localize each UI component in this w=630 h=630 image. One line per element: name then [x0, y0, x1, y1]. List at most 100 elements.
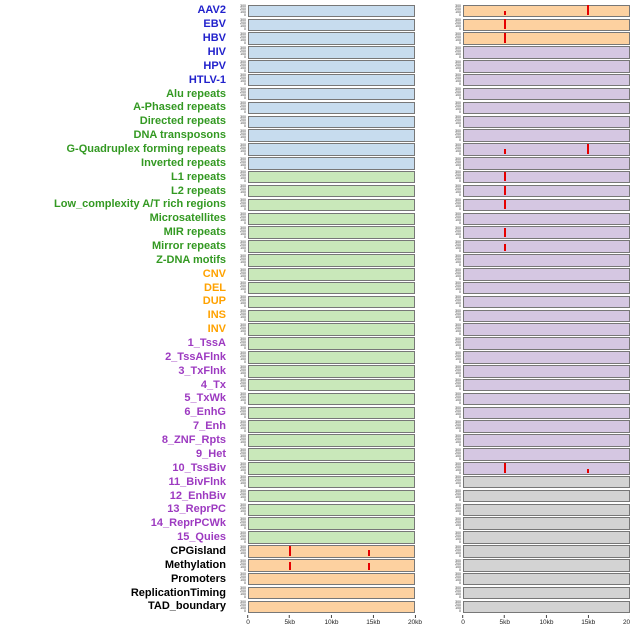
tick-mark-icon: [504, 614, 506, 618]
track-panel-right: [463, 475, 630, 489]
track-label: HBV: [202, 32, 226, 45]
y-axis-tick: 200: [455, 270, 461, 275]
y-axis-tick: 100: [455, 37, 461, 42]
track-panel-right: [463, 531, 630, 544]
y-axis-tick: 200: [240, 145, 246, 150]
y-axis-tick: 0: [459, 498, 461, 503]
y-axis-tick: 100: [240, 231, 246, 236]
track-panel-right: [463, 32, 630, 45]
y-axis-tick: 100: [240, 190, 246, 195]
y-axis-tick: 300: [455, 350, 461, 355]
y-axis-tick-labels: 300 200 100 0: [447, 282, 463, 295]
y-axis-tick: 300: [455, 73, 461, 78]
track-panel-left: [248, 572, 415, 586]
track-panel-left: [248, 46, 415, 59]
y-axis-tick: 0: [459, 165, 461, 170]
track-panel-right: [463, 101, 630, 115]
y-axis-tick-labels: 300 200 100 0: [447, 337, 463, 350]
y-axis-tick-labels: 300 200 100 0: [230, 101, 248, 114]
y-axis-tick: 0: [244, 428, 246, 433]
track-row: HBV 300 200 100 0 300 200 100 0: [0, 32, 630, 46]
track-panel-left: [248, 157, 415, 170]
y-axis-tick: 300: [240, 350, 246, 355]
track-row: G-Quadruplex forming repeats 300 200 100 0 30…: [0, 143, 630, 157]
y-axis-tick: 300: [240, 378, 246, 383]
y-axis-tick-labels: 300 200 100 0: [447, 600, 463, 613]
y-axis-tick: 300: [240, 18, 246, 23]
y-axis-tick: 300: [240, 128, 246, 133]
y-axis-tick: 200: [455, 104, 461, 109]
y-axis-tick: 200: [240, 256, 246, 261]
y-axis-tick: 100: [455, 162, 461, 167]
y-axis-tick: 300: [455, 419, 461, 424]
y-axis-tick: 100: [455, 439, 461, 444]
y-axis-tick-labels: 300 200 100 0: [230, 433, 248, 447]
y-axis-tick: 0: [459, 221, 461, 226]
y-axis-tick-labels: 300 200 100 0: [230, 600, 248, 613]
track-rows: AAV2 300 200 100 0 300 200 100 0 EBV 300 200 100 0 300…: [0, 4, 630, 614]
track-panel-left: [248, 559, 415, 572]
y-axis-tick-labels: 300 200 100 0: [230, 198, 248, 211]
tick-mark-icon: [587, 614, 589, 618]
y-axis-tick-labels: 300 200 100 0: [447, 559, 463, 572]
y-axis-tick: 0: [244, 248, 246, 253]
y-axis-tick: 100: [240, 439, 246, 444]
peak-marker: [586, 469, 589, 473]
track-row: 4_Tx 300 200 100 0 300 200 100 0: [0, 378, 630, 392]
y-axis-tick: 0: [244, 262, 246, 267]
track-row: Mirror repeats 300 200 100 0 300 200 100 0: [0, 240, 630, 254]
track-row: 11_BivFlnk 300 200 100 0 300 200 100 0: [0, 475, 630, 489]
y-axis-tick-labels: 300 200 100 0: [230, 142, 248, 156]
y-axis-tick: 300: [240, 433, 246, 438]
track-panel-left: [248, 268, 415, 281]
x-axis-tick: 20kb: [623, 614, 630, 626]
y-axis-tick: 300: [240, 267, 246, 272]
y-axis-tick: 100: [240, 481, 246, 486]
y-axis-tick: 200: [455, 62, 461, 67]
y-axis-tick: 0: [459, 318, 461, 323]
y-axis-tick-labels: 300 200 100 0: [447, 18, 463, 31]
y-axis-tick: 200: [240, 159, 246, 164]
y-axis-tick: 100: [240, 259, 246, 264]
y-axis-tick: 200: [240, 367, 246, 372]
track-panel-left: [248, 115, 415, 129]
y-axis-tick-labels: 300 200 100 0: [447, 157, 463, 170]
y-axis-tick: 200: [240, 173, 246, 178]
track-label: G-Quadruplex forming repeats: [66, 143, 226, 156]
y-axis-tick: 200: [455, 478, 461, 483]
y-axis-tick: 0: [244, 290, 246, 295]
y-axis-tick: 100: [455, 467, 461, 472]
track-panel-left: [248, 198, 415, 212]
track-panel-right: [463, 378, 630, 392]
y-axis-tick: 300: [455, 364, 461, 369]
y-axis-tick: 100: [455, 218, 461, 223]
track-label: HTLV-1: [188, 73, 226, 86]
y-axis-tick: 200: [455, 298, 461, 303]
y-axis-tick: 300: [455, 475, 461, 480]
y-axis-tick: 100: [455, 606, 461, 611]
y-axis-tick: 100: [240, 370, 246, 375]
y-axis-tick: 0: [459, 359, 461, 364]
y-axis-tick: 200: [455, 325, 461, 330]
y-axis-tick: 0: [244, 415, 246, 420]
y-axis-tick-labels: 300 200 100 0: [447, 212, 463, 226]
y-axis-tick-labels: 300 200 100 0: [230, 171, 248, 184]
y-axis-tick-labels: 300 200 100 0: [447, 531, 463, 544]
y-axis-tick-labels: 300 200 100 0: [230, 531, 248, 544]
track-label: Microsatellites: [149, 212, 226, 225]
track-panel-left: [248, 309, 415, 323]
track-row: 13_ReprPC 300 200 100 0 300 200 100 0: [0, 503, 630, 517]
y-axis-tick: 300: [240, 406, 246, 411]
y-axis-tick: 0: [459, 581, 461, 586]
y-axis-tick-labels: 300 200 100 0: [230, 32, 248, 45]
y-axis-tick-labels: 300 200 100 0: [230, 128, 248, 142]
track-panel-left: [248, 365, 415, 378]
y-axis-tick: 300: [240, 309, 246, 314]
y-axis-tick: 200: [455, 131, 461, 136]
y-axis-tick: 300: [240, 142, 246, 147]
y-axis-tick: 100: [240, 495, 246, 500]
track-row: CPGisland 300 200 100 0 300 200 100 0: [0, 545, 630, 559]
y-axis-tick-labels: 300 200 100 0: [230, 157, 248, 170]
track-row: 12_EnhBiv 300 200 100 0 300 200 100 0: [0, 489, 630, 503]
track-panel-left: [248, 545, 415, 558]
